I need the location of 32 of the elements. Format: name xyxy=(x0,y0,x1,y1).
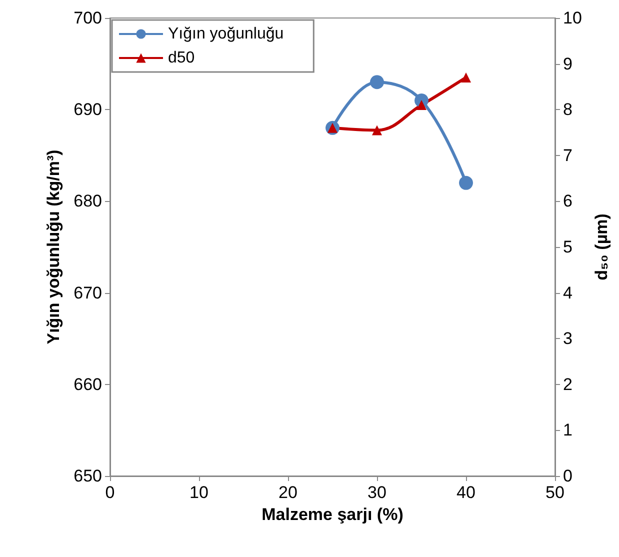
y2-tick-label: 9 xyxy=(563,54,572,74)
point xyxy=(372,125,382,136)
y-tick-label: 700 xyxy=(74,8,102,28)
y2-tick-label: 10 xyxy=(563,8,582,28)
y2-tick-label: 0 xyxy=(563,466,572,486)
y-tick-label: 660 xyxy=(74,374,102,394)
legend-label: Yığın yoğunluğu xyxy=(168,26,284,42)
y2-tick-label: 5 xyxy=(563,238,572,256)
y-tick-label: 670 xyxy=(74,283,102,302)
y2-axis-title: d₅₀ (µm) xyxy=(592,214,611,280)
x-tick-label: 0 xyxy=(105,483,115,502)
y-tick-label: 690 xyxy=(74,100,102,120)
y-tick-label: 650 xyxy=(74,466,102,486)
y2-tick-label: 8 xyxy=(563,100,572,120)
point xyxy=(459,176,473,190)
point xyxy=(370,75,384,90)
x-axis-title: Malzeme şarjı (%) xyxy=(262,505,404,524)
y-axis-title: Yığın yoğunluğu (kg/m³) xyxy=(44,150,63,344)
y2-tick-label: 7 xyxy=(563,146,572,165)
y2-tick-label: 4 xyxy=(563,283,572,302)
y2-tick-label: 6 xyxy=(563,192,572,211)
point xyxy=(461,72,471,83)
y-tick-label: 680 xyxy=(74,192,102,211)
y2-tick-label: 2 xyxy=(563,374,572,394)
y2-tick-label: 1 xyxy=(563,420,572,440)
x-tick-label: 50 xyxy=(546,483,564,502)
x-tick-label: 20 xyxy=(278,483,298,502)
y2-tick-label: 3 xyxy=(563,329,572,348)
x-tick-label: 40 xyxy=(456,483,476,502)
x-tick-label: 30 xyxy=(368,483,386,502)
x-tick-label: 10 xyxy=(190,483,208,502)
legend-label: d50 xyxy=(168,50,195,66)
